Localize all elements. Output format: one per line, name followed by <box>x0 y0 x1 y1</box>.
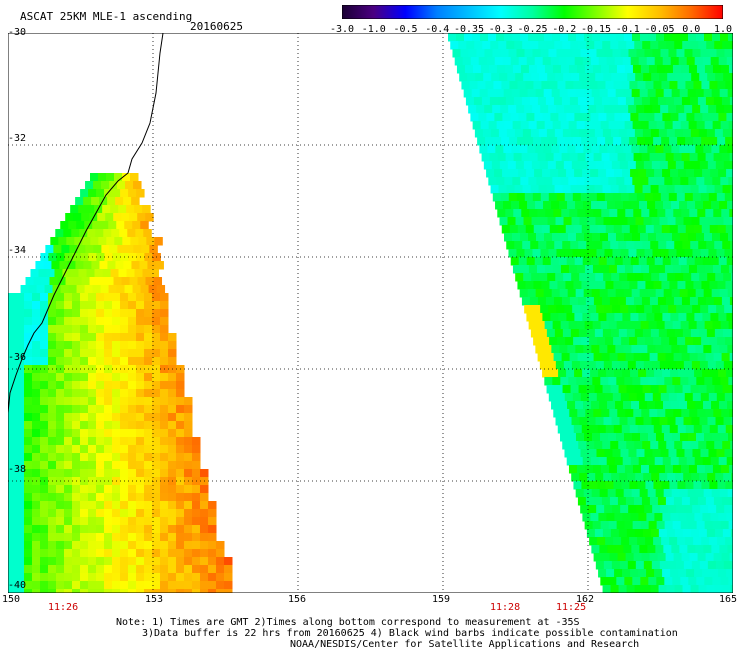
lon-label-165: 165 <box>719 594 738 605</box>
colorbar-tick-label: -0.2 <box>552 24 577 35</box>
note-line-2: 3)Data buffer is 22 hrs from 20160625 4)… <box>142 628 678 639</box>
lat-label-40: -40 <box>8 580 27 591</box>
colorbar <box>342 5 723 19</box>
lat-label-32: -32 <box>8 133 27 144</box>
lat-label-38: -38 <box>8 464 27 475</box>
product-date: 20160625 <box>190 20 243 33</box>
colorbar-tick-label: 1.0 <box>713 24 733 35</box>
colorbar-tick-label: -0.15 <box>580 24 612 35</box>
colorbar-tick-label: -0.1 <box>615 24 640 35</box>
note-line-1: Note: 1) Times are GMT 2)Times along bot… <box>116 617 580 628</box>
lon-label-153: 153 <box>145 594 164 605</box>
colorbar-gradient <box>342 5 723 19</box>
lat-label-30: -30 <box>8 27 27 38</box>
lon-label-150: 150 <box>2 594 21 605</box>
coastline <box>8 33 164 414</box>
colorbar-tick-label: -1.0 <box>361 24 386 35</box>
lon-label-162: 162 <box>576 594 595 605</box>
map-panel <box>8 33 733 593</box>
lat-label-34: -34 <box>8 245 27 256</box>
colorbar-tick-label: -3.0 <box>329 24 355 35</box>
pass-time-2: 11:28 <box>490 602 521 613</box>
lon-label-159: 159 <box>432 594 451 605</box>
lat-label-36: -36 <box>8 352 27 363</box>
graticule <box>8 33 733 593</box>
swath-east <box>448 33 733 593</box>
product-title: ASCAT 25KM MLE-1 ascending <box>20 10 193 23</box>
colorbar-tick-label: 0.0 <box>682 24 701 35</box>
colorbar-tick-label: -0.25 <box>517 24 548 35</box>
colorbar-tick-label: -0.4 <box>425 24 450 35</box>
note-line-3: NOAA/NESDIS/Center for Satellite Applica… <box>290 639 640 650</box>
pass-time-3: 11:25 <box>556 602 587 613</box>
swath-west <box>8 173 233 593</box>
pass-time-1: 11:26 <box>48 602 79 613</box>
colorbar-tick-label: -0.3 <box>488 24 513 35</box>
lon-label-156: 156 <box>288 594 307 605</box>
colorbar-tick-label: -0.35 <box>453 24 485 35</box>
colorbar-tick-label: -0.5 <box>393 24 418 35</box>
colorbar-tick-label: -0.05 <box>644 24 675 35</box>
